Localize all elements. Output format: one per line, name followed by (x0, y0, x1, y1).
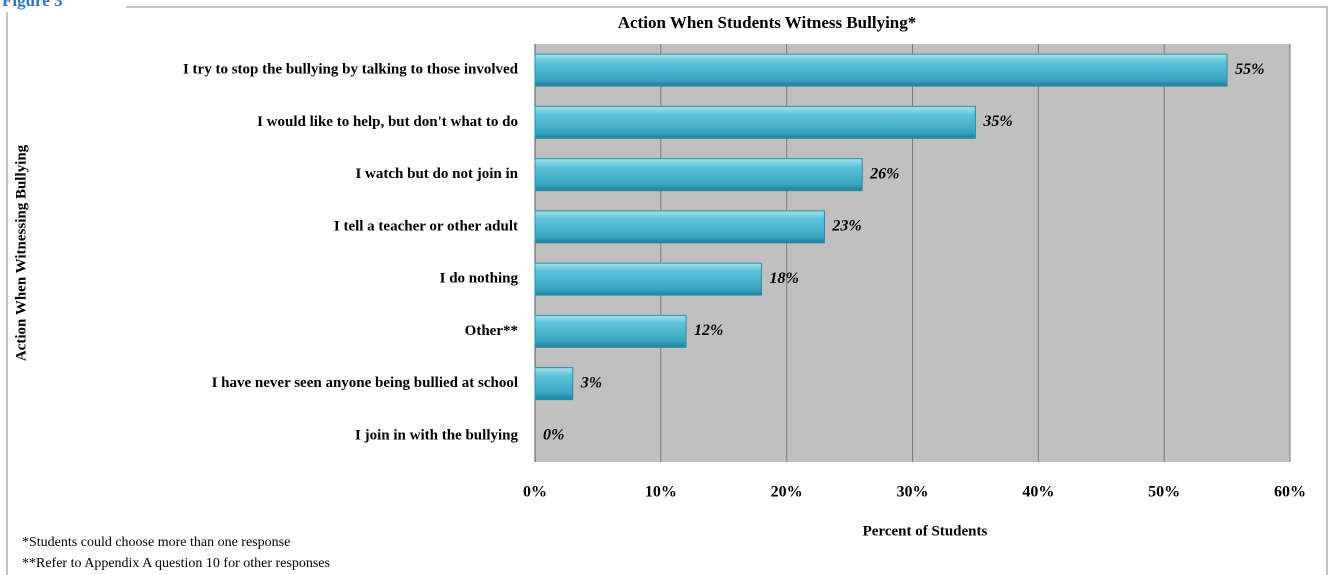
x-tick-label: 50% (1148, 484, 1180, 501)
x-axis-label: Percent of Students (863, 523, 988, 539)
value-label: 18% (770, 270, 799, 287)
value-label: 26% (869, 165, 899, 182)
x-tick-label: 0% (523, 484, 547, 501)
x-tick-label: 60% (1274, 484, 1306, 501)
footnote: **Refer to Appendix A question 10 for ot… (22, 556, 330, 571)
bar (534, 314, 687, 348)
y-tick-label: I do nothing (440, 271, 519, 287)
chart-frame (6, 6, 1328, 575)
bar (534, 367, 574, 401)
x-tick-label: 40% (1022, 484, 1054, 501)
chart-title: Action When Students Witness Bullying* (618, 13, 917, 32)
y-tick-label: I have never seen anyone being bullied a… (212, 375, 518, 391)
y-tick-label: I try to stop the bullying by talking to… (183, 62, 519, 78)
y-tick-label: I watch but do not join in (355, 166, 518, 182)
y-tick-label: I tell a teacher or other adult (334, 218, 518, 234)
bar (534, 53, 1228, 87)
bar (534, 262, 762, 296)
x-tick-label: 20% (771, 484, 803, 501)
figure-label: Figure 3 (2, 0, 63, 10)
y-tick-label: I join in with the bullying (355, 427, 518, 443)
y-tick-label: I would like to help, but don't what to … (257, 114, 518, 130)
footnote: *Students could choose more than one res… (22, 535, 290, 550)
label-backdrop (0, 0, 126, 12)
value-label: 23% (831, 218, 861, 235)
value-label: 3% (580, 374, 602, 391)
y-axis-label: Action When Witnessing Bullying (13, 144, 29, 361)
bar (534, 158, 863, 192)
value-label: 35% (982, 113, 1012, 130)
value-label: 0% (543, 427, 564, 444)
x-tick-label: 30% (897, 484, 929, 501)
y-tick-label: Other** (465, 323, 518, 339)
x-tick-label: 10% (645, 484, 677, 501)
value-label: 55% (1235, 61, 1264, 78)
bar (534, 105, 976, 139)
value-label: 12% (694, 322, 723, 339)
bar (534, 210, 825, 244)
